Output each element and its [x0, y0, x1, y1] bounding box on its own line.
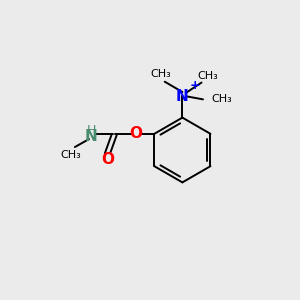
Text: N: N	[85, 129, 98, 144]
Text: CH₃: CH₃	[60, 150, 81, 160]
Text: N: N	[176, 89, 189, 104]
Text: H: H	[86, 124, 96, 137]
Text: CH₃: CH₃	[211, 94, 232, 104]
Text: O: O	[101, 152, 114, 166]
Text: O: O	[130, 126, 142, 141]
Text: CH₃: CH₃	[197, 71, 218, 81]
Text: CH₃: CH₃	[150, 69, 171, 79]
Text: +: +	[189, 79, 200, 92]
